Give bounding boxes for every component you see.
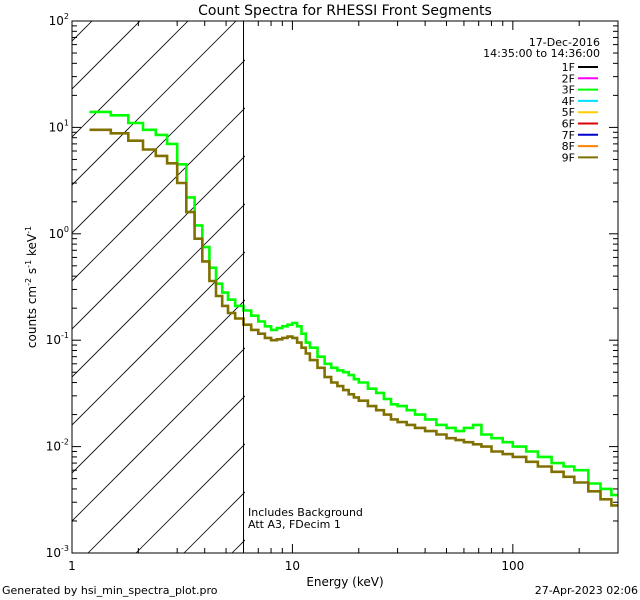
y-axis-label: counts cm-2 s-1 keV-1 (24, 226, 39, 348)
hatch-line (72, 155, 245, 330)
x-tick-label: 10 (285, 559, 300, 573)
y-tick-label: 102 (49, 12, 69, 28)
legend-label: 2F (562, 72, 575, 85)
hatch-line (72, 21, 93, 42)
hatch-line (328, 0, 640, 553)
hatch-line (72, 203, 245, 378)
hatch-line (72, 21, 237, 186)
y-tick-label: 10-2 (46, 438, 69, 454)
date-label: 17-Dec-2016 (529, 36, 600, 49)
x-tick-label: 100 (501, 559, 524, 573)
hatch-line (87, 395, 245, 553)
hatch-line (72, 347, 245, 522)
y-tick-label: 10-3 (46, 544, 69, 560)
legend-label: 6F (562, 118, 575, 131)
legend-label: 4F (562, 95, 575, 108)
x-axis-label: Energy (keV) (306, 575, 383, 589)
timestamp-label: 27-Apr-2023 02:06 (535, 584, 638, 597)
attenuator-hatch-region (72, 0, 640, 553)
legend-label: 3F (562, 84, 575, 97)
y-tick-label: 101 (49, 118, 69, 134)
hatch-line (72, 251, 245, 426)
legend-label: 9F (562, 151, 575, 164)
hatch-line (72, 299, 245, 474)
series-3F-line (89, 110, 618, 497)
y-tick-label: 10-1 (46, 331, 69, 347)
y-tick-label: 100 (49, 225, 69, 241)
hatch-line (72, 59, 245, 234)
hatch-line (135, 443, 245, 553)
chart-title: Count Spectra for RHESSI Front Segments (198, 3, 492, 19)
legend-label: 7F (562, 129, 575, 142)
hatch-line (72, 21, 141, 90)
x-tick-label: 1 (68, 559, 76, 573)
legend-label: 1F (562, 61, 575, 74)
background-note: Includes Background (248, 506, 363, 519)
legend-label: 5F (562, 106, 575, 119)
series-9F-line (89, 128, 618, 507)
legend-label: 8F (562, 140, 575, 153)
generated-by-label: Generated by hsi_min_spectra_plot.pro (2, 584, 218, 597)
attenuator-note: Att A3, FDecim 1 (248, 518, 341, 531)
plot-frame (71, 20, 619, 554)
hatch-line (72, 21, 189, 138)
time-range-label: 14:35:00 to 14:36:00 (483, 47, 600, 60)
hatch-line (72, 107, 245, 282)
